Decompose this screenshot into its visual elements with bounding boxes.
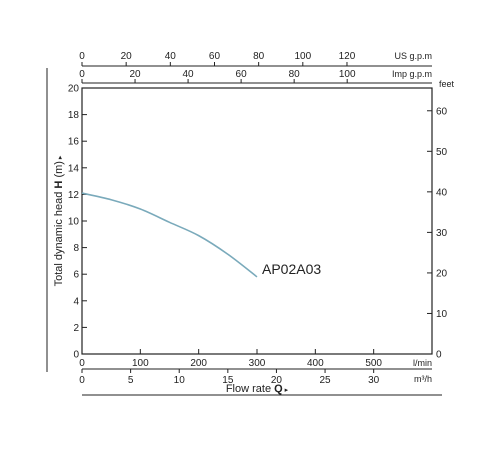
y-tick-label: 8 — [73, 243, 79, 254]
y-tick-label: 16 — [68, 137, 80, 148]
x-tick-label: 300 — [249, 358, 266, 369]
x-axis-title: Flow rate Q ▸ — [226, 383, 289, 395]
feet-tick-label: 10 — [436, 309, 448, 320]
x-tick-label: 400 — [307, 358, 324, 369]
m3h-tick-label: 30 — [368, 375, 380, 386]
y-tick-label: 18 — [68, 110, 80, 121]
us-unit-label: US g.p.m — [394, 51, 432, 61]
y-axis-title-prefix: Total dynamic head — [53, 189, 65, 287]
us-tick-label: 0 — [79, 51, 85, 62]
x-axis-title-prefix: Flow rate — [226, 383, 274, 395]
y-tick-label: 12 — [68, 190, 80, 201]
imp-tick-label: 40 — [183, 69, 195, 80]
x-tick-label: 500 — [365, 358, 382, 369]
m3h-tick-label: 20 — [271, 375, 283, 386]
feet-tick-label: 60 — [436, 106, 448, 117]
flow-m3h-axis: 0 5 10 15 20 25 30 m³/h — [79, 368, 432, 386]
x-tick-label: 100 — [132, 358, 149, 369]
y-axis-title-unit: (m) — [53, 161, 65, 181]
y-axis-title-symbol: H — [53, 181, 65, 189]
x-axis-title-symbol: Q — [274, 383, 283, 395]
us-tick-label: 100 — [294, 51, 311, 62]
lmin-unit-label: l/min — [413, 358, 432, 368]
imp-tick-label: 60 — [236, 69, 248, 80]
us-tick-label: 60 — [209, 51, 221, 62]
top-us-gpm-axis: 0 20 40 60 80 100 120 US g.p.m — [79, 51, 432, 67]
y-tick-label: 6 — [73, 270, 79, 281]
y-tick-label: 4 — [73, 296, 79, 307]
y-tick-label: 14 — [68, 163, 80, 174]
x-tick-label: 200 — [190, 358, 207, 369]
series-name-label: AP02A03 — [262, 261, 321, 277]
series-line — [81, 192, 258, 278]
y-axis-title: Total dynamic head H (m) ▸ — [53, 155, 65, 286]
us-tick-label: 40 — [165, 51, 177, 62]
feet-tick-label: 20 — [436, 268, 448, 279]
decorative-frame-lines — [46, 68, 442, 396]
top-imp-gpm-axis: 0 20 40 60 80 100 Imp g.p.m — [79, 69, 432, 84]
m3h-tick-label: 5 — [128, 375, 134, 386]
y-tick-label: 20 — [68, 84, 80, 95]
feet-tick-label: 0 — [436, 350, 442, 361]
imp-tick-label: 100 — [339, 69, 356, 80]
imp-tick-label: 80 — [289, 69, 301, 80]
imp-tick-label: 20 — [129, 69, 141, 80]
flow-lmin-axis: 0 100 200 300 400 500 l/min — [79, 349, 432, 369]
head-m-axis: 0 2 4 6 8 10 12 14 16 18 20 — [68, 84, 87, 361]
imp-tick-label: 0 — [79, 69, 85, 80]
imp-unit-label: Imp g.p.m — [392, 69, 432, 79]
head-feet-axis: 0 10 20 30 40 50 60 feet — [427, 79, 454, 361]
m3h-tick-label: 0 — [79, 375, 85, 386]
y-tick-label: 10 — [68, 217, 80, 228]
feet-tick-label: 40 — [436, 187, 448, 198]
feet-unit-label: feet — [439, 79, 455, 89]
us-tick-label: 80 — [253, 51, 265, 62]
feet-tick-label: 50 — [436, 147, 448, 158]
x-axis-arrow-icon: ▸ — [283, 387, 289, 394]
m3h-tick-label: 15 — [222, 375, 234, 386]
m3h-tick-label: 10 — [174, 375, 186, 386]
m3h-unit-label: m³/h — [414, 374, 432, 384]
y-axis-arrow-icon: ▸ — [57, 155, 64, 161]
feet-tick-label: 30 — [436, 228, 448, 239]
y-tick-label: 2 — [73, 323, 79, 334]
y-tick-label: 0 — [73, 350, 79, 361]
us-tick-label: 120 — [339, 51, 356, 62]
us-tick-label: 20 — [121, 51, 133, 62]
m3h-tick-label: 25 — [319, 375, 331, 386]
series-layer: AP02A03 — [81, 192, 321, 278]
x-tick-label: 0 — [79, 358, 85, 369]
plot-frame — [81, 87, 433, 355]
